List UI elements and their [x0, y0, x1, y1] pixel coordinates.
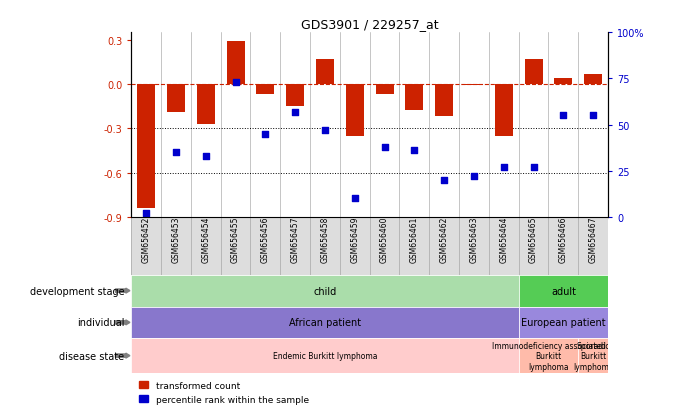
Bar — [131, 307, 519, 339]
Title: GDS3901 / 229257_at: GDS3901 / 229257_at — [301, 17, 439, 31]
Point — [260, 131, 271, 138]
Text: disease state: disease state — [59, 351, 124, 361]
Bar — [465, 85, 483, 86]
Text: Immunodeficiency associated
Burkitt
lymphoma: Immunodeficiency associated Burkitt lymp… — [491, 341, 605, 370]
Point — [171, 150, 182, 156]
Point — [587, 113, 598, 119]
Point — [528, 164, 539, 171]
Text: Sporadic
Burkitt
lymphoma: Sporadic Burkitt lymphoma — [573, 341, 614, 370]
Text: adult: adult — [551, 286, 576, 296]
Bar — [346, 85, 363, 136]
Point — [141, 211, 152, 217]
Bar — [578, 339, 608, 373]
Bar — [316, 59, 334, 85]
Text: African patient: African patient — [289, 318, 361, 328]
Point — [558, 113, 569, 119]
Bar — [131, 339, 519, 373]
Bar — [435, 85, 453, 117]
Point — [498, 164, 509, 171]
Text: development stage: development stage — [30, 286, 124, 296]
Point — [290, 109, 301, 116]
Bar — [519, 307, 608, 339]
Point — [379, 144, 390, 151]
Point — [439, 177, 450, 184]
Bar — [376, 85, 393, 95]
Point — [319, 128, 330, 134]
Point — [200, 153, 211, 160]
Bar — [406, 85, 424, 111]
Bar — [131, 275, 519, 307]
Text: individual: individual — [77, 318, 124, 328]
Point — [230, 80, 241, 86]
Bar — [138, 85, 155, 209]
Bar — [256, 85, 274, 95]
Bar — [197, 85, 215, 124]
Point — [409, 148, 420, 154]
Text: child: child — [313, 286, 337, 296]
Text: Endemic Burkitt lymphoma: Endemic Burkitt lymphoma — [273, 351, 377, 360]
Text: European patient: European patient — [521, 318, 606, 328]
Bar — [286, 85, 304, 107]
Bar — [519, 339, 578, 373]
Bar — [554, 79, 572, 85]
Point — [468, 173, 480, 180]
Bar — [524, 59, 542, 85]
Bar — [519, 275, 608, 307]
Bar — [227, 42, 245, 85]
Bar — [167, 85, 185, 113]
Legend: transformed count, percentile rank within the sample: transformed count, percentile rank withi… — [136, 377, 312, 407]
Bar — [495, 85, 513, 136]
Bar — [584, 74, 602, 85]
Point — [349, 196, 360, 202]
